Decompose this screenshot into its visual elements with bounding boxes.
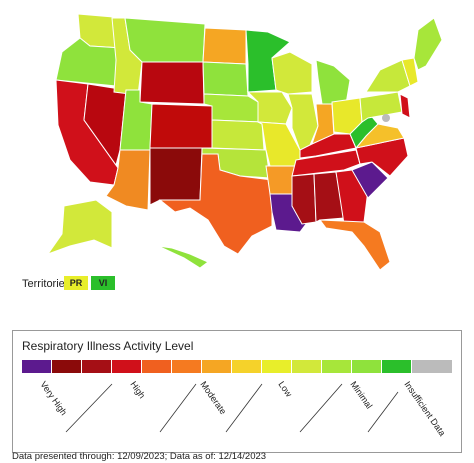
divider xyxy=(225,383,263,433)
legend-title: Respiratory Illness Activity Level xyxy=(22,339,193,353)
territory-pr xyxy=(64,276,88,290)
state xyxy=(149,103,213,149)
dc xyxy=(382,114,390,122)
legend-dividers xyxy=(65,383,399,433)
state xyxy=(149,147,203,206)
us-map xyxy=(46,13,443,271)
swatch xyxy=(82,360,111,373)
state xyxy=(315,59,351,105)
state xyxy=(203,93,261,123)
state xyxy=(158,153,273,255)
footer: Data presented through: 12/09/2023; Data… xyxy=(12,451,266,462)
swatch xyxy=(322,360,351,373)
swatch xyxy=(262,360,291,373)
state xyxy=(211,119,265,151)
state xyxy=(399,93,411,119)
territory-vi xyxy=(91,276,115,290)
swatch xyxy=(172,360,201,373)
swatch xyxy=(142,360,171,373)
state xyxy=(351,161,389,199)
state xyxy=(202,27,247,65)
swatch xyxy=(382,360,411,373)
territories-label: Territories xyxy=(22,278,71,290)
territory-label: PR xyxy=(70,278,83,288)
state xyxy=(359,91,403,123)
swatch xyxy=(292,360,321,373)
state xyxy=(46,199,113,256)
divider xyxy=(159,383,197,433)
swatch xyxy=(202,360,231,373)
state xyxy=(291,173,317,225)
divider xyxy=(367,391,399,433)
swatch xyxy=(412,360,452,373)
legend-swatches xyxy=(22,360,452,373)
swatch xyxy=(22,360,51,373)
state xyxy=(401,57,419,87)
swatch xyxy=(232,360,261,373)
swatch xyxy=(352,360,381,373)
state xyxy=(139,61,205,105)
state xyxy=(291,149,361,177)
swatch xyxy=(112,360,141,373)
state xyxy=(413,17,443,71)
state xyxy=(318,219,391,271)
state xyxy=(271,51,313,95)
legend-box xyxy=(12,330,462,453)
swatch xyxy=(52,360,81,373)
state xyxy=(124,17,206,63)
divider xyxy=(65,383,113,433)
territory-label: VI xyxy=(99,278,108,288)
state xyxy=(202,61,249,97)
state xyxy=(157,245,209,269)
state xyxy=(313,171,345,223)
divider xyxy=(299,383,343,433)
